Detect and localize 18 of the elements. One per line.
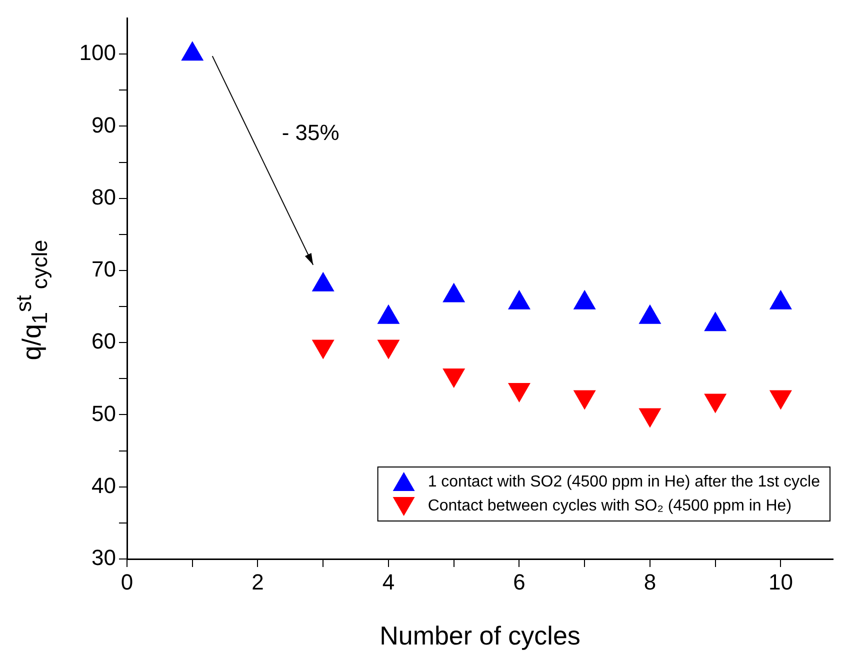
x-axis-title: Number of cycles [380,620,580,651]
y-tick-label: 90 [92,112,116,138]
y-tick-label: 50 [92,400,116,426]
y-tick-label: 80 [92,184,116,210]
y-tick-label: 70 [92,256,116,282]
y-tick-label: 30 [92,545,116,570]
legend-label: Contact between cycles with SO₂ (4500 ppm in He) [428,497,792,514]
annotation: - 35% [282,120,340,146]
x-tick-label: 2 [252,569,264,594]
y-tick-label: 40 [92,472,116,498]
y-tick-label: 100 [79,40,116,66]
x-tick-label: 6 [513,569,526,594]
x-tick-label: 0 [120,569,134,594]
x-tick-label: 8 [644,569,656,594]
y-tick-label: 60 [92,328,116,354]
x-tick-label: 4 [382,569,395,594]
legend-label: 1 contact with SO2 (4500 ppm in He) after the 1st cycle [428,473,820,490]
x-tick-label: 10 [768,569,793,594]
